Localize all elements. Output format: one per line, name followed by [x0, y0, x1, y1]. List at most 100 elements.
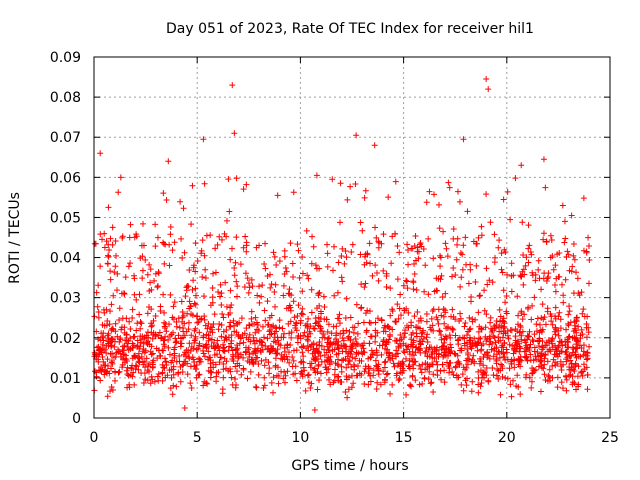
- data-point: [555, 332, 562, 339]
- data-point: [255, 327, 262, 334]
- data-point: [559, 385, 566, 392]
- data-point: [198, 315, 205, 322]
- data-point: [231, 265, 238, 272]
- data-point: [584, 371, 591, 378]
- data-point: [108, 359, 115, 366]
- data-point: [447, 359, 454, 366]
- data-point: [358, 348, 365, 355]
- data-point: [243, 325, 250, 332]
- data-point: [537, 358, 544, 365]
- data-point: [299, 349, 306, 356]
- data-point: [308, 309, 315, 316]
- data-point: [262, 356, 269, 363]
- data-point: [220, 366, 227, 373]
- data-point: [367, 354, 374, 361]
- data-point: [400, 340, 407, 347]
- data-point: [476, 360, 483, 367]
- data-point: [187, 347, 194, 354]
- data-point: [358, 304, 365, 311]
- data-point: [444, 325, 451, 332]
- data-point: [166, 333, 173, 340]
- data-point: [445, 363, 452, 370]
- data-point: [161, 319, 168, 326]
- data-point: [248, 356, 255, 363]
- data-point: [508, 273, 515, 280]
- y-axis-label: ROTI / TECUs: [7, 192, 23, 284]
- data-point: [495, 367, 502, 374]
- data-point: [573, 338, 580, 345]
- data-point: [188, 332, 195, 339]
- data-point: [107, 308, 114, 315]
- data-point: [100, 358, 107, 365]
- data-point: [261, 307, 268, 314]
- y-tick-label: 0.02: [50, 331, 81, 347]
- data-point: [539, 301, 546, 308]
- data-point: [182, 353, 189, 360]
- data-point: [531, 344, 538, 351]
- data-point: [485, 86, 492, 93]
- data-point: [156, 329, 163, 336]
- data-point: [182, 358, 189, 365]
- data-point: [162, 358, 169, 365]
- data-point: [95, 343, 102, 350]
- data-point: [411, 243, 418, 250]
- data-point: [404, 278, 411, 285]
- data-point: [170, 329, 177, 336]
- data-point: [219, 310, 226, 317]
- data-point: [160, 240, 167, 247]
- data-point: [109, 336, 116, 343]
- data-point: [411, 358, 418, 365]
- data-point: [348, 384, 355, 391]
- data-point: [173, 338, 180, 345]
- data-point: [272, 324, 279, 331]
- data-point: [231, 272, 238, 279]
- data-point: [512, 175, 519, 182]
- data-point: [290, 298, 297, 305]
- data-point: [186, 266, 193, 273]
- data-point: [252, 329, 259, 336]
- data-point: [234, 283, 241, 290]
- data-point: [304, 333, 311, 340]
- data-point: [107, 276, 114, 283]
- data-point: [552, 326, 559, 333]
- data-point: [181, 320, 188, 327]
- x-tick-label: 5: [193, 430, 202, 446]
- data-point: [104, 393, 111, 400]
- data-point: [253, 337, 260, 344]
- data-point: [459, 371, 466, 378]
- data-point: [341, 343, 348, 350]
- data-point: [345, 386, 352, 393]
- data-point: [396, 249, 403, 256]
- data-point: [465, 280, 472, 287]
- data-point: [237, 334, 244, 341]
- data-point: [144, 367, 151, 374]
- data-point: [434, 316, 441, 323]
- data-point: [248, 308, 255, 315]
- data-point: [175, 332, 182, 339]
- data-point: [441, 379, 448, 386]
- data-point: [334, 289, 341, 296]
- x-axis-ticks: 0 5 10 15 20 25: [90, 57, 619, 446]
- data-point: [580, 342, 587, 349]
- data-point: [150, 317, 157, 324]
- data-point: [110, 292, 117, 299]
- data-point: [394, 350, 401, 357]
- data-point: [272, 350, 279, 357]
- data-point: [425, 235, 432, 242]
- data-point: [395, 344, 402, 351]
- data-point: [395, 360, 402, 367]
- data-point: [429, 308, 436, 315]
- data-point: [372, 224, 379, 231]
- data-point: [262, 240, 269, 247]
- data-point: [391, 363, 398, 370]
- data-point: [271, 253, 278, 260]
- data-point: [287, 240, 294, 247]
- data-point: [338, 274, 345, 281]
- data-point: [433, 275, 440, 282]
- data-point: [436, 327, 443, 334]
- data-point: [173, 323, 180, 330]
- data-point: [393, 318, 400, 325]
- data-point: [333, 330, 340, 337]
- data-point: [135, 350, 142, 357]
- data-point: [345, 374, 352, 381]
